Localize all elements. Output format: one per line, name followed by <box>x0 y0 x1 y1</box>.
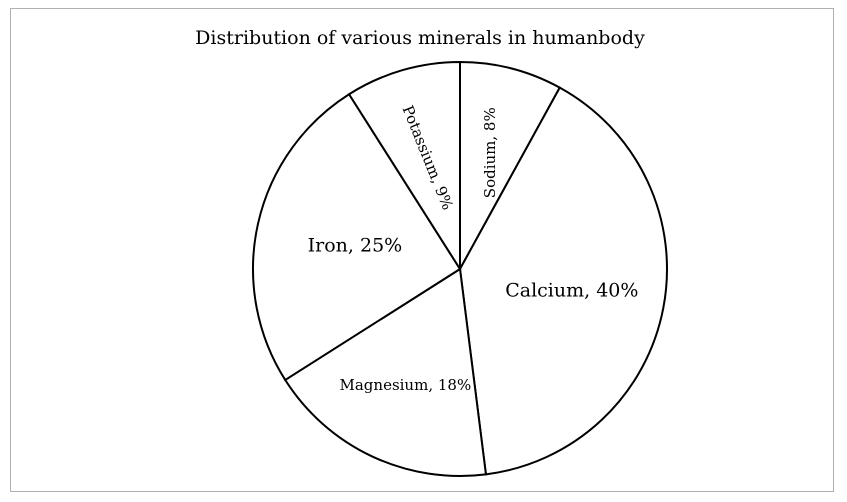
chart-title: Distribution of various minerals in huma… <box>195 27 645 49</box>
pie-slice-magnesium <box>283 267 488 477</box>
pie-slice-calcium <box>458 86 668 476</box>
pie-label-iron: Iron, 25% <box>308 235 403 257</box>
pie-slices <box>252 60 668 477</box>
pie-slice-iron <box>252 92 462 382</box>
pie-slice-sodium <box>459 60 562 270</box>
pie-label-magnesium: Magnesium, 18% <box>340 376 472 394</box>
pie-label-calcium: Calcium, 40% <box>505 279 638 301</box>
pie-slice-potassium <box>347 60 461 273</box>
pie-label-sodium: Sodium, 8% <box>481 107 499 198</box>
